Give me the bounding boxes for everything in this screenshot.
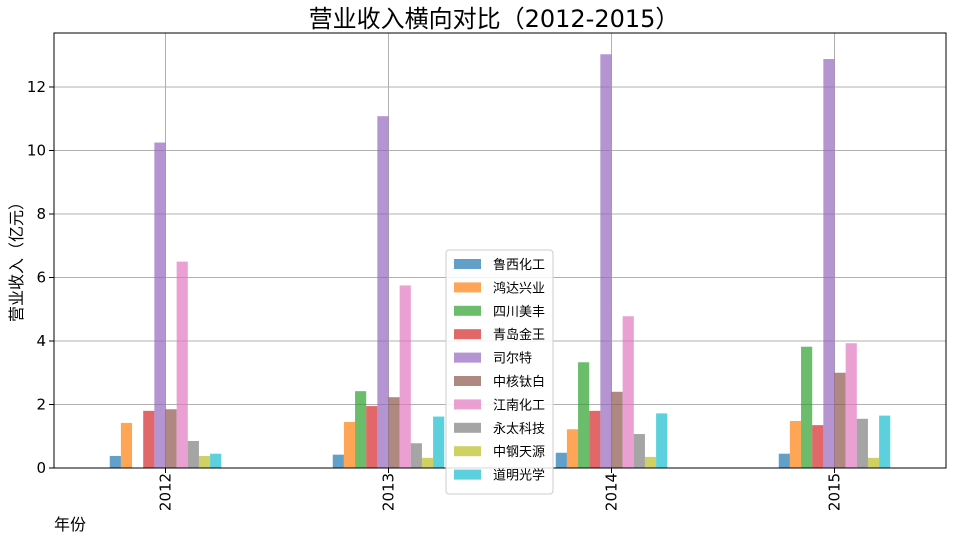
bar	[355, 391, 367, 468]
bar	[622, 316, 634, 468]
y-axis-label: 营业收入（亿元）	[7, 194, 26, 322]
y-tick-label: 10	[27, 141, 46, 159]
bar	[879, 415, 891, 468]
legend-swatch	[454, 352, 481, 363]
bar	[198, 455, 211, 468]
bar	[789, 421, 802, 468]
x-tick-label: 2012	[157, 473, 175, 511]
legend-label: 道明光学	[493, 468, 545, 484]
bar	[343, 421, 356, 468]
legend-swatch	[454, 329, 481, 340]
bar	[210, 453, 222, 468]
y-tick-label: 2	[36, 395, 46, 413]
bar	[856, 418, 868, 468]
bar	[555, 452, 567, 468]
bar	[867, 457, 880, 468]
legend-swatch	[454, 399, 481, 410]
legend-label: 中钢天源	[493, 445, 545, 460]
legend-swatch	[454, 282, 481, 293]
y-tick-label: 8	[36, 205, 46, 223]
bar	[778, 453, 790, 468]
y-tick-label: 0	[36, 459, 46, 477]
bar	[566, 429, 579, 468]
legend-swatch	[454, 422, 481, 433]
bar-series	[109, 54, 891, 469]
legend-swatch	[454, 376, 481, 386]
bar	[633, 434, 645, 468]
bar	[377, 116, 389, 468]
bar	[812, 425, 824, 468]
bar	[366, 406, 378, 468]
bar	[332, 454, 344, 468]
x-tick-label: 2014	[603, 473, 621, 511]
bar	[656, 413, 668, 468]
bar	[421, 457, 434, 468]
y-tick-label: 4	[36, 332, 46, 350]
bar	[143, 410, 155, 468]
bar	[388, 397, 400, 468]
legend-label: 永太科技	[493, 422, 545, 437]
legend-swatch	[454, 305, 481, 316]
legend-label: 鸿达兴业	[493, 280, 545, 296]
bar	[589, 410, 601, 468]
legend-swatch	[454, 469, 481, 480]
legend-label: 中核钛白	[493, 374, 545, 390]
bar	[611, 391, 623, 468]
x-tick-label: 2013	[380, 473, 398, 511]
bar	[834, 372, 846, 468]
bar	[410, 443, 422, 468]
bar	[187, 441, 199, 468]
legend-swatch	[454, 446, 481, 457]
y-axis-ticks: 0 2 4 6 8 10 12	[27, 78, 54, 477]
legend-label: 鲁西化工	[493, 258, 545, 273]
bar	[644, 456, 657, 468]
bar	[578, 362, 590, 468]
bar	[399, 285, 411, 468]
x-axis-ticks: 2012 2013 2014 2015	[157, 468, 844, 511]
bar	[109, 455, 121, 468]
bar	[845, 343, 857, 468]
legend-swatch	[454, 259, 481, 269]
legend-label: 青岛金王	[493, 327, 545, 343]
bar	[801, 346, 813, 468]
bar	[120, 422, 133, 468]
bar	[154, 142, 166, 468]
x-tick-label: 2015	[826, 473, 844, 511]
chart-title: 营业收入横向对比（2012-2015）	[309, 5, 680, 33]
y-tick-label: 6	[36, 268, 46, 286]
legend-label: 司尔特	[493, 352, 532, 367]
bar	[433, 416, 445, 468]
bar	[600, 54, 612, 469]
y-tick-label: 12	[27, 78, 46, 96]
legend-label: 江南化工	[493, 397, 545, 413]
legend-label: 四川美丰	[493, 305, 545, 320]
x-axis-label: 年份	[54, 515, 86, 534]
bar	[176, 261, 188, 468]
bar	[823, 59, 835, 468]
bar	[165, 409, 177, 468]
